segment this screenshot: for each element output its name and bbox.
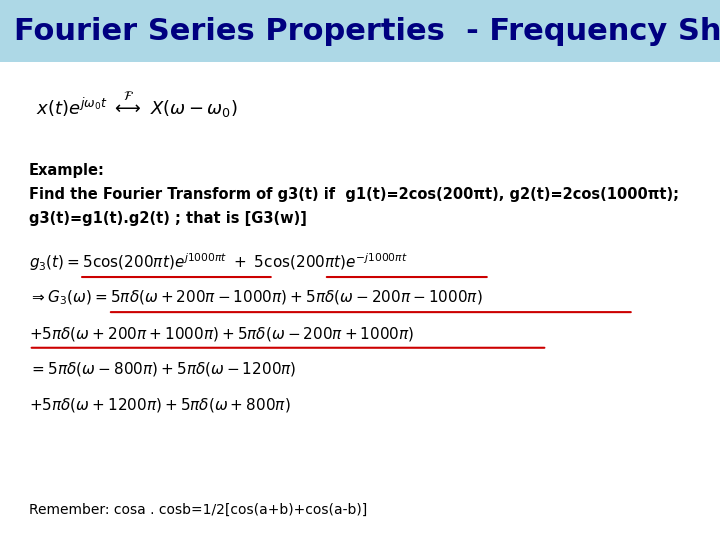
Text: Fourier Series Properties  - Frequency Shifting: Fourier Series Properties - Frequency Sh… xyxy=(14,17,720,46)
Text: $+5\pi\delta(\omega+200\pi+1000\pi)+5\pi\delta(\omega-200\pi+1000\pi)$: $+5\pi\delta(\omega+200\pi+1000\pi)+5\pi… xyxy=(29,325,414,343)
Text: $=5\pi\delta(\omega-800\pi)+5\pi\delta(\omega-1200\pi)$: $=5\pi\delta(\omega-800\pi)+5\pi\delta(\… xyxy=(29,360,297,379)
Text: $x(t)e^{j\omega_0 t}\ \overset{\mathcal{F}}{\longleftrightarrow}\ X(\omega-\omeg: $x(t)e^{j\omega_0 t}\ \overset{\mathcal{… xyxy=(36,91,238,120)
Text: Remember: cosa . cosb=1/2[cos(a+b)+cos(a-b)]: Remember: cosa . cosb=1/2[cos(a+b)+cos(a… xyxy=(29,503,367,517)
Text: $\Rightarrow G_3(\omega)=5\pi\delta(\omega+200\pi-1000\pi)+5\pi\delta(\omega-200: $\Rightarrow G_3(\omega)=5\pi\delta(\ome… xyxy=(29,289,482,307)
Text: $+5\pi\delta(\omega+1200\pi)+5\pi\delta(\omega+800\pi)$: $+5\pi\delta(\omega+1200\pi)+5\pi\delta(… xyxy=(29,396,290,414)
FancyBboxPatch shape xyxy=(0,0,720,62)
Text: $g_3(t)=5\cos(200\pi t)e^{j1000\pi t}\ +\ 5\cos(200\pi t)e^{-j1000\pi t}$: $g_3(t)=5\cos(200\pi t)e^{j1000\pi t}\ +… xyxy=(29,251,408,273)
Text: Example:: Example: xyxy=(29,163,104,178)
Text: g3(t)=g1(t).g2(t) ; that is [G3(w)]: g3(t)=g1(t).g2(t) ; that is [G3(w)] xyxy=(29,211,307,226)
Text: Find the Fourier Transform of g3(t) if  g1(t)=2cos(200πt), g2(t)=2cos(1000πt);: Find the Fourier Transform of g3(t) if g… xyxy=(29,187,679,202)
